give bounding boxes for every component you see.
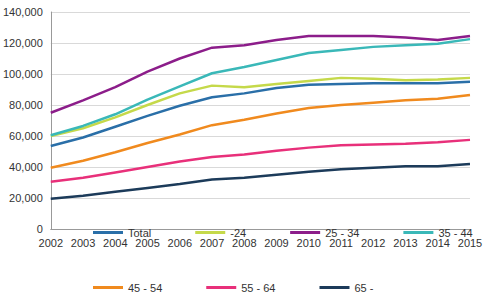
svg-text:35 - 44: 35 - 44 (438, 227, 472, 239)
svg-text:45 - 54: 45 - 54 (128, 282, 162, 294)
svg-text:55 - 64: 55 - 64 (241, 282, 275, 294)
svg-text:2002: 2002 (39, 237, 63, 249)
svg-text:2003: 2003 (71, 237, 95, 249)
svg-text:2015: 2015 (457, 236, 483, 249)
svg-text:80,000: 80,000 (9, 99, 43, 111)
svg-text:120,000: 120,000 (3, 37, 43, 49)
svg-text:20,000: 20,000 (9, 192, 43, 204)
svg-text:2006: 2006 (168, 237, 192, 249)
svg-text:2007: 2007 (200, 237, 224, 249)
svg-text:0: 0 (37, 223, 43, 235)
svg-text:60,000: 60,000 (9, 130, 43, 142)
svg-text:65 -: 65 - (354, 282, 373, 294)
svg-text:140,000: 140,000 (3, 6, 43, 18)
svg-text:25 - 34: 25 - 34 (325, 227, 359, 239)
svg-text:-24: -24 (230, 227, 246, 239)
svg-text:Total: Total (128, 227, 151, 239)
svg-text:2010: 2010 (297, 237, 321, 249)
svg-text:2008: 2008 (232, 236, 257, 249)
svg-text:2011: 2011 (329, 236, 353, 249)
svg-text:2013: 2013 (393, 237, 417, 249)
svg-text:2004: 2004 (103, 237, 127, 249)
svg-text:2012: 2012 (361, 237, 385, 249)
svg-text:40,000: 40,000 (9, 161, 43, 173)
svg-text:2014: 2014 (425, 236, 450, 249)
svg-text:2009: 2009 (264, 237, 288, 249)
svg-text:100,000: 100,000 (3, 68, 43, 80)
svg-text:2005: 2005 (135, 236, 160, 249)
